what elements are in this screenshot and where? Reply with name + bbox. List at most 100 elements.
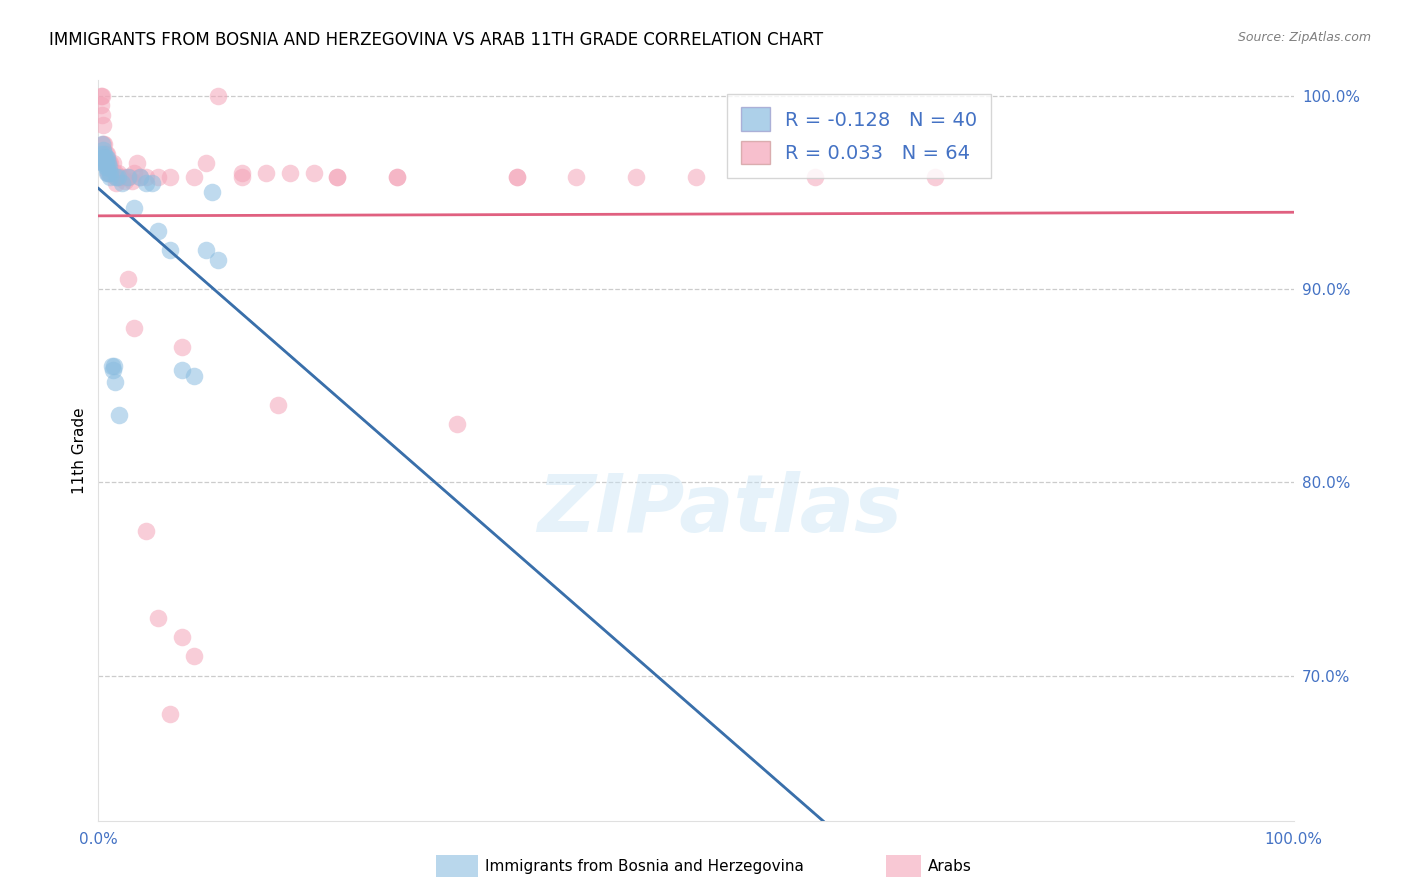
Point	[326, 169, 349, 184]
Point	[195, 244, 218, 258]
Point	[93, 137, 115, 152]
Point	[94, 156, 117, 170]
Point	[172, 630, 194, 644]
Point	[94, 161, 117, 175]
Point	[385, 169, 409, 184]
Point	[101, 156, 124, 170]
Point	[129, 169, 152, 184]
Point	[98, 156, 122, 170]
Point	[114, 174, 136, 188]
Point	[111, 176, 134, 190]
Point	[302, 166, 325, 180]
Point	[124, 320, 146, 334]
Point	[103, 359, 125, 374]
Point	[201, 186, 224, 200]
Point	[91, 137, 114, 152]
Point	[96, 166, 118, 180]
Point	[924, 169, 946, 184]
Y-axis label: 11th Grade: 11th Grade	[72, 407, 87, 494]
Point	[254, 166, 277, 180]
Point	[105, 169, 128, 184]
Point	[90, 146, 112, 161]
Point	[172, 363, 194, 377]
Point	[135, 169, 157, 184]
Point	[98, 166, 122, 180]
Point	[183, 369, 205, 384]
Point	[96, 161, 118, 175]
Point	[100, 359, 122, 374]
Point	[98, 166, 122, 180]
Point	[148, 169, 170, 184]
Point	[506, 169, 529, 184]
Point	[91, 88, 114, 103]
Point	[626, 169, 648, 184]
Point	[385, 169, 409, 184]
Point	[117, 169, 139, 184]
Point	[91, 151, 114, 165]
Point	[98, 161, 121, 175]
Point	[506, 169, 529, 184]
Point	[135, 524, 157, 538]
Point	[148, 224, 170, 238]
Point	[91, 118, 114, 132]
Point	[117, 272, 139, 286]
Point	[98, 169, 122, 184]
Point	[267, 398, 290, 412]
Point	[231, 169, 253, 184]
Point	[104, 166, 127, 180]
Point	[97, 156, 120, 170]
Point	[108, 169, 131, 184]
Text: Source: ZipAtlas.com: Source: ZipAtlas.com	[1237, 31, 1371, 45]
Point	[94, 151, 117, 165]
Point	[91, 137, 114, 152]
Point	[104, 375, 127, 389]
Point	[97, 166, 120, 180]
Point	[231, 166, 253, 180]
Point	[94, 156, 117, 170]
Point	[124, 201, 146, 215]
Point	[159, 169, 181, 184]
Point	[565, 169, 588, 184]
Point	[91, 156, 114, 170]
Point	[93, 156, 115, 170]
Point	[278, 166, 301, 180]
Point	[141, 176, 163, 190]
Text: Arabs: Arabs	[928, 859, 972, 873]
Point	[148, 610, 170, 624]
Point	[91, 151, 114, 165]
Point	[91, 108, 114, 122]
Point	[98, 156, 121, 170]
Point	[159, 244, 181, 258]
Point	[326, 169, 349, 184]
Point	[172, 340, 194, 354]
Point	[107, 169, 129, 184]
Point	[685, 169, 707, 184]
Point	[118, 169, 141, 184]
Point	[96, 151, 118, 165]
Point	[90, 88, 112, 103]
Point	[97, 156, 120, 170]
Point	[804, 169, 827, 184]
Point	[91, 143, 114, 157]
Point	[96, 146, 118, 161]
Point	[111, 169, 134, 184]
Point	[93, 146, 115, 161]
Point	[121, 174, 143, 188]
Point	[96, 156, 118, 170]
Point	[446, 417, 468, 432]
Point	[207, 253, 229, 268]
Point	[101, 363, 124, 377]
Point	[195, 156, 218, 170]
Point	[207, 88, 229, 103]
Point	[183, 169, 205, 184]
Point	[115, 169, 138, 184]
Legend: R = -0.128   N = 40, R = 0.033   N = 64: R = -0.128 N = 40, R = 0.033 N = 64	[727, 94, 991, 178]
Point	[183, 649, 205, 664]
Text: IMMIGRANTS FROM BOSNIA AND HERZEGOVINA VS ARAB 11TH GRADE CORRELATION CHART: IMMIGRANTS FROM BOSNIA AND HERZEGOVINA V…	[49, 31, 824, 49]
Point	[94, 146, 117, 161]
Point	[93, 151, 115, 165]
Point	[105, 169, 128, 184]
Point	[107, 408, 129, 422]
Point	[97, 166, 120, 180]
Point	[105, 176, 128, 190]
